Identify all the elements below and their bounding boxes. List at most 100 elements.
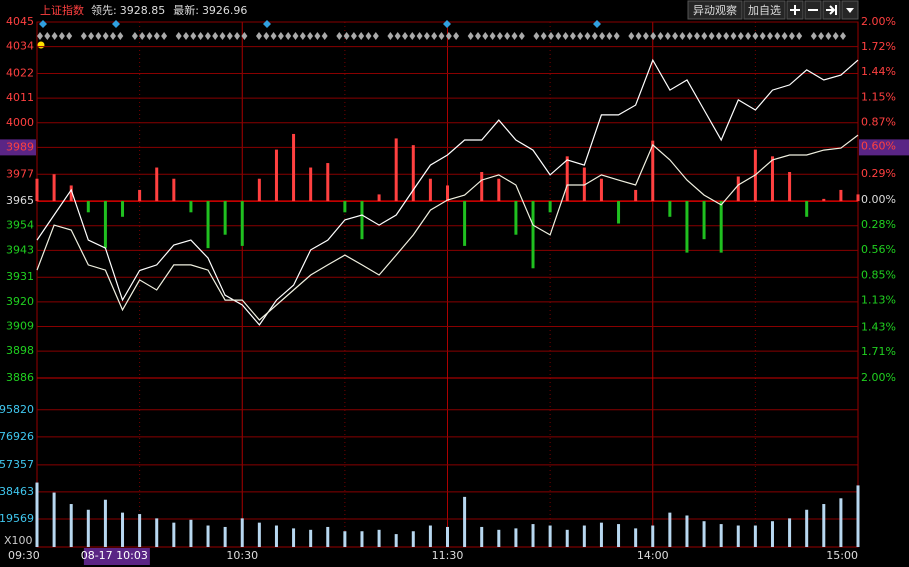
button-frame[interactable]: [743, 0, 786, 20]
x-tick-label: 11:30: [432, 549, 464, 562]
event-diamond: [635, 32, 642, 40]
plus-icon: [790, 5, 800, 15]
y2-tick-label: 1.71%: [861, 345, 896, 358]
y-tick-label: 3898: [6, 344, 34, 357]
event-diamond: [577, 32, 584, 40]
volume-bar: [172, 522, 176, 547]
momentum-bar: [206, 201, 210, 249]
event-diamond: [358, 32, 365, 40]
momentum-bar: [326, 163, 330, 202]
cursor-price-box: [0, 139, 36, 156]
event-diamond: [285, 32, 292, 40]
volume-bar: [753, 525, 757, 547]
y2-tick-label: 2.00%: [861, 371, 896, 384]
event-diamond: [467, 32, 474, 40]
event-diamond: [752, 32, 759, 40]
y-tick-label: 3977: [6, 167, 34, 180]
event-diamond: [175, 32, 182, 40]
event-diamond: [825, 32, 832, 40]
momentum-bar: [617, 201, 621, 224]
momentum-bar: [309, 167, 313, 202]
momentum-bar: [497, 178, 501, 202]
volume-bar: [463, 496, 467, 547]
momentum-bar: [257, 178, 261, 202]
button-label[interactable]: 加自选: [748, 4, 781, 17]
volume-bar: [685, 515, 689, 547]
readout-label: 领先:: [91, 4, 117, 17]
event-diamond: [372, 32, 379, 40]
y2-tick-label: 0.56%: [861, 243, 896, 256]
volume-unit: X100: [4, 534, 33, 547]
volume-bar: [292, 528, 296, 547]
event-diamond: [569, 32, 576, 40]
event-diamond: [277, 32, 284, 40]
y2-tick-label: 0.28%: [861, 218, 896, 231]
y2-tick-label: 1.15%: [861, 91, 896, 104]
momentum-bar: [411, 145, 415, 202]
volume-bar: [565, 529, 569, 547]
event-diamond: [489, 32, 496, 40]
event-diamond: [701, 32, 708, 40]
y2-tick-label: 0.85%: [861, 269, 896, 282]
event-diamond: [730, 32, 737, 40]
momentum-bar: [599, 178, 603, 202]
y2-tick-label: 1.44%: [861, 65, 896, 78]
y-tick-label: 4045: [6, 15, 34, 28]
event-diamond: [336, 32, 343, 40]
volume-bar: [531, 524, 535, 547]
momentum-bar: [736, 176, 740, 202]
volume-bar: [309, 529, 313, 547]
event-diamond: [409, 32, 416, 40]
event-diamond: [321, 32, 328, 40]
volume-bar: [514, 528, 518, 547]
y-tick-label: 3886: [6, 371, 34, 384]
event-diamond: [66, 32, 73, 40]
event-diamond: [131, 32, 138, 40]
event-diamond: [767, 32, 773, 40]
event-diamond: [606, 32, 613, 40]
y2-tick-label: 1.13%: [861, 294, 896, 307]
event-diamond: [102, 32, 109, 40]
jump-icon: [826, 5, 837, 15]
y-tick-label: 3931: [6, 270, 34, 283]
x-tick-label: 09:30: [8, 549, 40, 562]
event-diamond: [555, 32, 562, 40]
event-diamond: [504, 32, 511, 40]
event-diamond: [723, 32, 730, 40]
momentum-bar: [172, 178, 176, 202]
event-diamond: [226, 32, 233, 40]
event-diamond: [694, 32, 700, 40]
event-diamond-blue: [263, 20, 271, 28]
volume-bar: [155, 518, 159, 547]
event-diamond-blue: [593, 20, 601, 28]
button-label[interactable]: 异动观察: [693, 3, 737, 17]
momentum-bar: [155, 167, 159, 202]
volume-bar: [582, 525, 586, 547]
momentum-bar: [514, 201, 518, 235]
event-diamond: [562, 32, 569, 40]
cursor-time-label: 08-17 10:03: [81, 549, 148, 562]
event-diamond: [117, 32, 124, 40]
y2-tick-label: 0.87%: [861, 116, 896, 129]
momentum-bar: [805, 201, 809, 217]
toolbar: 异动观察 加自选: [687, 0, 859, 20]
volume-bar: [548, 525, 552, 547]
momentum-bar: [548, 201, 552, 213]
event-diamond: [241, 32, 248, 40]
event-diamond: [139, 32, 146, 40]
momentum-bar: [86, 201, 90, 213]
volume-bar: [257, 522, 261, 547]
volume-bar: [189, 519, 193, 547]
cursor-pct-box: [859, 139, 909, 156]
event-diamond: [679, 32, 686, 40]
y-tick-label: 3954: [6, 219, 34, 232]
button-frame[interactable]: [687, 0, 743, 20]
y2-tick-label: 2.00%: [861, 15, 896, 28]
momentum-bar: [52, 174, 56, 202]
event-diamond: [708, 32, 715, 40]
volume-bar: [822, 504, 826, 547]
volume-bar: [69, 504, 73, 547]
volume-bar: [736, 525, 740, 547]
volume-bar: [138, 514, 142, 547]
